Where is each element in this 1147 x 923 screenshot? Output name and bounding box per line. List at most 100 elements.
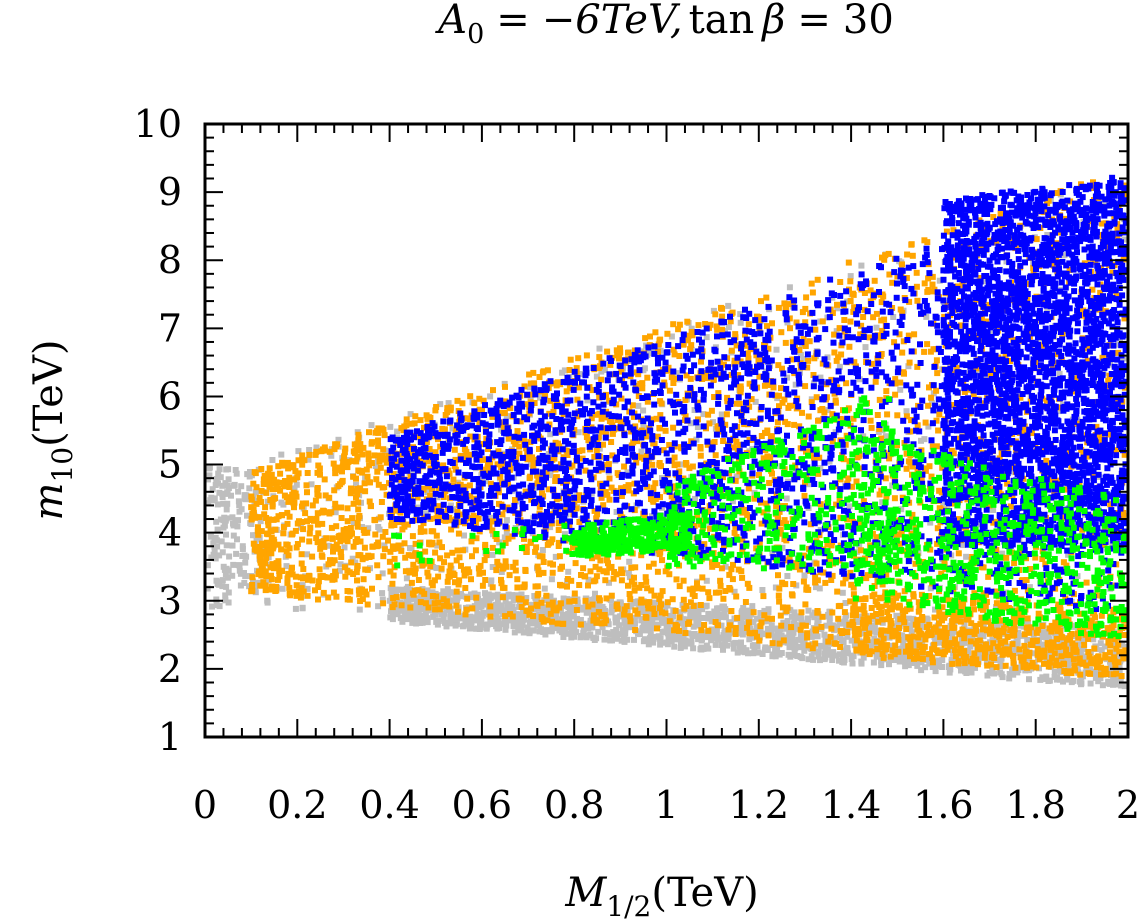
data-point <box>637 599 644 606</box>
data-point <box>758 433 765 439</box>
data-point <box>736 643 743 650</box>
data-point <box>450 570 457 577</box>
data-point <box>548 539 554 546</box>
data-point <box>610 575 617 582</box>
data-point <box>892 624 899 631</box>
data-point <box>772 625 779 632</box>
data-point <box>966 655 973 662</box>
data-point <box>618 421 625 428</box>
data-point <box>476 406 483 413</box>
data-point <box>867 645 874 651</box>
data-point <box>878 631 884 638</box>
data-point <box>860 574 867 581</box>
data-point <box>338 504 345 511</box>
data-point <box>720 438 727 444</box>
data-point <box>837 416 844 422</box>
data-point <box>205 476 211 483</box>
data-point <box>703 370 710 377</box>
data-point <box>860 314 867 320</box>
data-point <box>701 622 708 628</box>
data-point <box>754 615 760 622</box>
data-point <box>348 485 354 492</box>
data-point <box>350 500 357 507</box>
data-point <box>248 493 255 500</box>
data-point <box>732 639 739 646</box>
data-point <box>360 444 367 451</box>
data-point <box>478 598 485 605</box>
data-point <box>1122 643 1129 650</box>
data-point <box>1024 637 1031 643</box>
data-point <box>474 600 481 607</box>
data-point <box>1089 286 1096 293</box>
data-point <box>525 629 532 636</box>
data-point <box>1043 397 1050 404</box>
data-point <box>1014 669 1021 676</box>
data-point <box>317 471 323 478</box>
data-point <box>1066 267 1073 273</box>
data-point <box>379 533 386 540</box>
data-point <box>898 506 905 513</box>
data-point <box>344 538 351 545</box>
data-point <box>645 620 652 627</box>
data-point <box>479 582 486 589</box>
data-point <box>305 456 312 463</box>
data-point <box>393 597 400 604</box>
data-point <box>379 590 386 597</box>
data-point <box>445 400 452 407</box>
data-point <box>664 602 671 609</box>
data-point <box>792 462 799 469</box>
data-point <box>745 614 752 621</box>
data-point <box>1003 554 1010 561</box>
data-point <box>299 536 306 543</box>
data-point <box>643 609 650 616</box>
data-point <box>695 611 702 618</box>
data-point <box>1039 548 1046 555</box>
data-point <box>718 614 725 620</box>
data-point <box>420 486 427 493</box>
data-point <box>822 649 829 656</box>
data-point <box>732 625 739 631</box>
data-point <box>929 664 936 670</box>
data-point <box>715 390 722 397</box>
data-point <box>249 574 256 581</box>
data-point <box>426 458 433 465</box>
data-point <box>231 481 238 488</box>
data-point <box>432 449 439 456</box>
data-point <box>783 520 790 527</box>
data-point <box>1065 640 1072 647</box>
data-point <box>450 611 457 618</box>
data-point <box>1099 354 1106 361</box>
data-point <box>352 559 359 566</box>
data-point <box>607 637 614 644</box>
data-point <box>502 597 509 604</box>
data-point <box>388 590 395 597</box>
data-point <box>250 480 257 487</box>
data-point <box>498 569 505 575</box>
data-point <box>1053 657 1060 664</box>
data-point <box>847 318 854 325</box>
data-point <box>289 571 296 578</box>
data-point <box>482 577 489 583</box>
data-point <box>719 313 726 320</box>
data-point <box>666 387 673 394</box>
data-point <box>892 380 899 387</box>
data-point <box>928 473 935 480</box>
data-point <box>599 624 606 631</box>
data-point <box>601 367 608 373</box>
data-point <box>905 615 912 622</box>
data-point <box>229 572 236 579</box>
data-point <box>1105 431 1112 438</box>
data-point <box>613 509 620 515</box>
data-point <box>958 322 965 329</box>
data-point <box>598 368 605 375</box>
data-point <box>647 333 653 340</box>
data-point <box>779 604 786 611</box>
data-point <box>596 410 603 417</box>
data-point <box>371 452 378 459</box>
data-point <box>510 623 517 629</box>
data-point <box>690 645 697 652</box>
data-point <box>961 639 968 646</box>
data-point <box>332 509 339 516</box>
data-point <box>405 598 412 605</box>
data-point <box>1115 659 1122 666</box>
